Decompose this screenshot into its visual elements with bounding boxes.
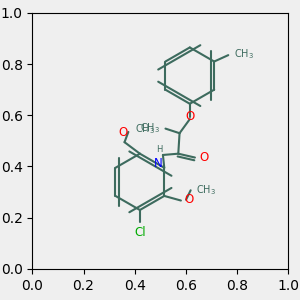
Text: CH$_3$: CH$_3$ <box>234 47 254 61</box>
Text: O: O <box>200 151 209 164</box>
Text: Cl: Cl <box>134 226 146 239</box>
Text: CH$_3$: CH$_3$ <box>140 121 160 135</box>
Text: CH$_3$: CH$_3$ <box>135 122 155 136</box>
Text: CH$_3$: CH$_3$ <box>196 183 216 197</box>
Text: N: N <box>153 157 162 169</box>
Text: H: H <box>156 145 162 154</box>
Text: O: O <box>185 110 194 123</box>
Text: O: O <box>118 126 128 139</box>
Text: O: O <box>184 193 193 206</box>
